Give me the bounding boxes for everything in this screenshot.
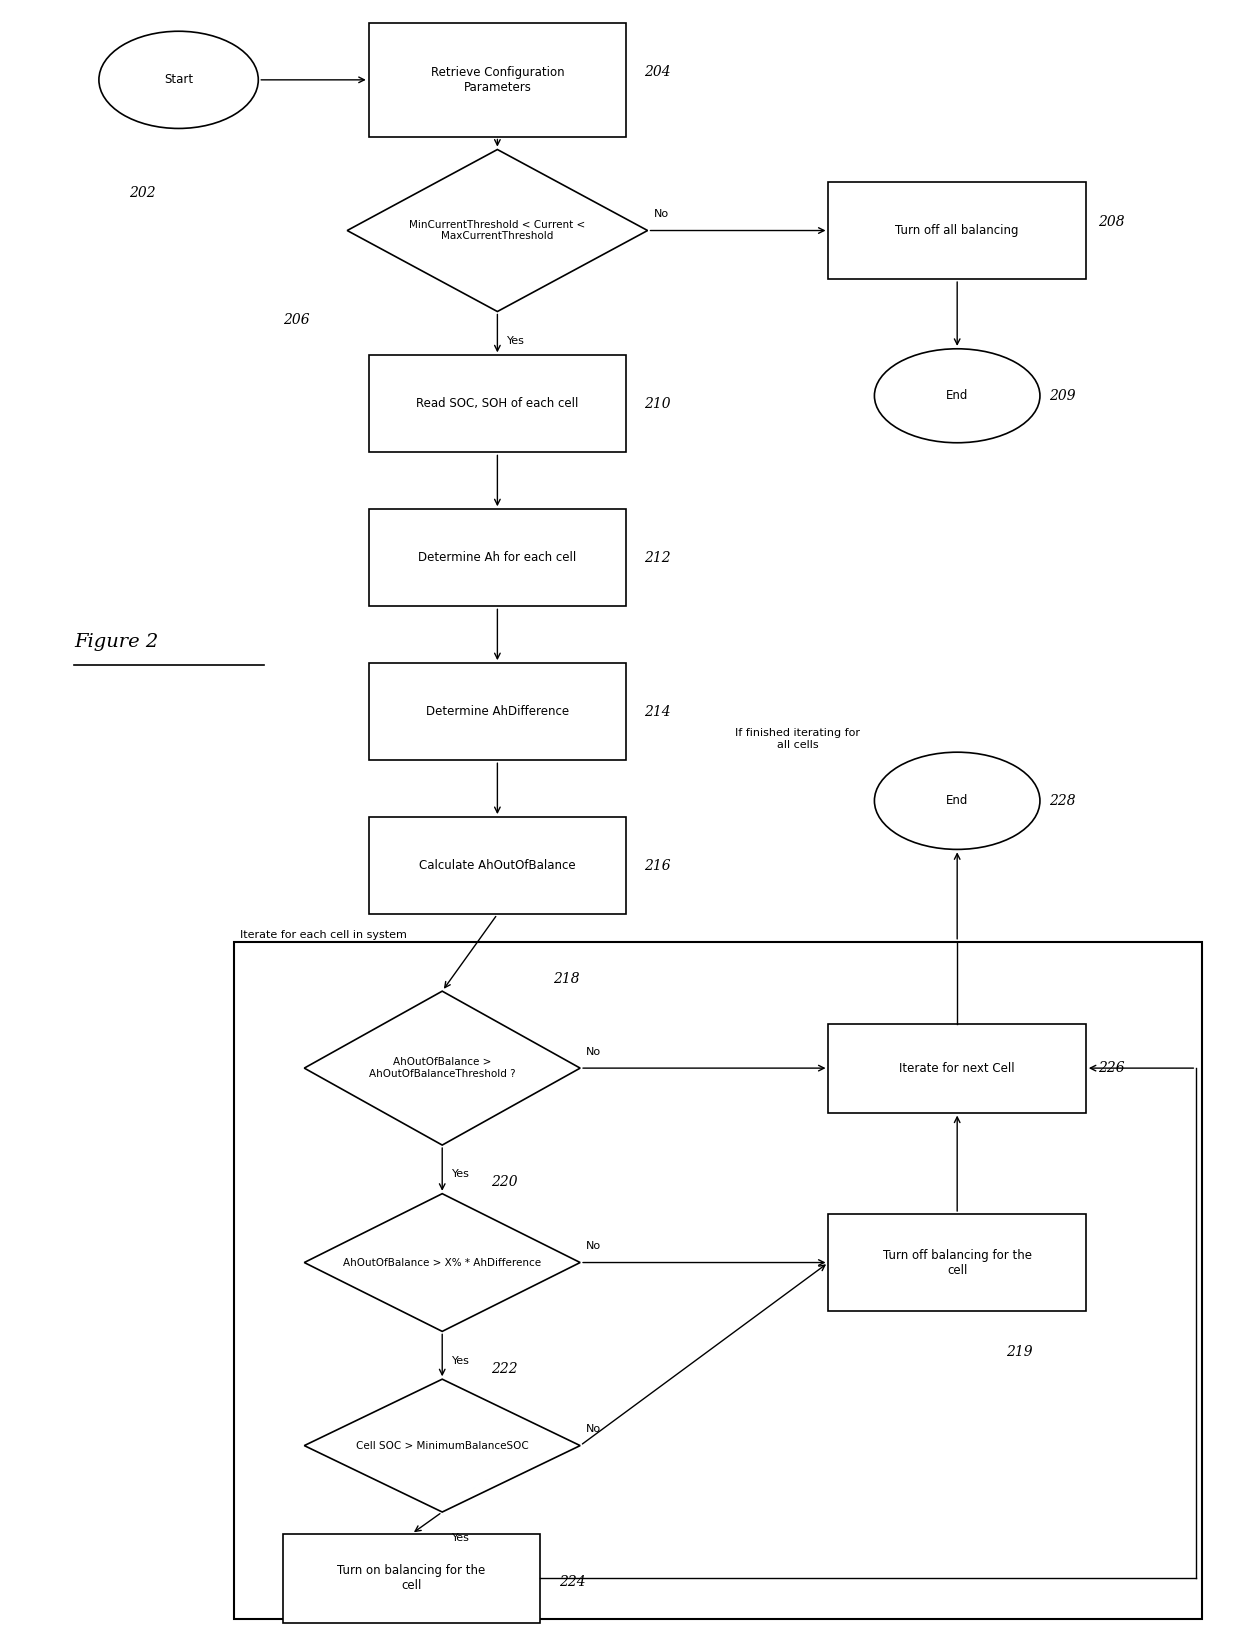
Text: Read SOC, SOH of each cell: Read SOC, SOH of each cell (417, 397, 579, 410)
Bar (234, 941, 1203, 1619)
Text: Retrieve Configuration
Parameters: Retrieve Configuration Parameters (430, 65, 564, 93)
Bar (828, 1214, 1086, 1310)
Text: 202: 202 (129, 186, 156, 201)
Bar (828, 181, 1086, 279)
Text: AhOutOfBalance >
AhOutOfBalanceThreshold ?: AhOutOfBalance > AhOutOfBalanceThreshold… (370, 1057, 516, 1078)
Text: 216: 216 (645, 858, 671, 873)
Ellipse shape (99, 31, 258, 129)
Bar (368, 817, 626, 913)
Text: Iterate for next Cell: Iterate for next Cell (899, 1062, 1016, 1075)
Text: Turn on balancing for the
cell: Turn on balancing for the cell (337, 1564, 486, 1593)
Text: 219: 219 (1006, 1345, 1033, 1358)
Text: Determine AhDifference: Determine AhDifference (425, 706, 569, 719)
Text: Turn off all balancing: Turn off all balancing (895, 224, 1019, 237)
Text: 209: 209 (1049, 389, 1076, 402)
Text: 222: 222 (491, 1363, 518, 1376)
Text: No: No (587, 1242, 601, 1252)
Text: Yes: Yes (507, 335, 525, 346)
Text: 224: 224 (559, 1575, 585, 1588)
Text: 210: 210 (645, 397, 671, 410)
Text: No: No (587, 1047, 601, 1057)
Text: 220: 220 (491, 1175, 518, 1188)
Text: If finished iterating for
all cells: If finished iterating for all cells (735, 729, 861, 750)
Ellipse shape (874, 752, 1040, 850)
Bar (283, 1534, 541, 1623)
Text: 228: 228 (1049, 794, 1076, 807)
Text: 214: 214 (645, 704, 671, 719)
Text: End: End (946, 389, 968, 402)
Text: MinCurrentThreshold < Current <
MaxCurrentThreshold: MinCurrentThreshold < Current < MaxCurre… (409, 219, 585, 242)
Text: End: End (946, 794, 968, 807)
Text: No: No (653, 209, 668, 219)
Text: Yes: Yes (453, 1170, 470, 1180)
Bar (828, 1023, 1086, 1113)
Text: 204: 204 (645, 65, 671, 78)
Text: Cell SOC > MinimumBalanceSOC: Cell SOC > MinimumBalanceSOC (356, 1441, 528, 1451)
Text: 226: 226 (1099, 1060, 1125, 1075)
Text: No: No (587, 1425, 601, 1435)
Bar (368, 355, 626, 453)
Text: Yes: Yes (453, 1533, 470, 1542)
Text: AhOutOfBalance > X% * AhDifference: AhOutOfBalance > X% * AhDifference (343, 1258, 542, 1268)
Text: Determine Ah for each cell: Determine Ah for each cell (418, 551, 577, 564)
Text: 208: 208 (1099, 216, 1125, 229)
Bar (368, 663, 626, 760)
Text: Start: Start (164, 74, 193, 87)
Text: 206: 206 (283, 312, 310, 327)
Polygon shape (304, 992, 580, 1145)
Text: Iterate for each cell in system: Iterate for each cell in system (239, 930, 407, 940)
Bar (368, 23, 626, 137)
Text: 218: 218 (553, 972, 579, 985)
Bar (368, 510, 626, 606)
Polygon shape (347, 150, 647, 312)
Polygon shape (304, 1379, 580, 1511)
Polygon shape (304, 1194, 580, 1332)
Text: Figure 2: Figure 2 (74, 632, 159, 650)
Text: Yes: Yes (453, 1356, 470, 1366)
Text: 212: 212 (645, 551, 671, 565)
Text: Calculate AhOutOfBalance: Calculate AhOutOfBalance (419, 859, 575, 873)
Text: Turn off balancing for the
cell: Turn off balancing for the cell (883, 1248, 1032, 1276)
Ellipse shape (874, 348, 1040, 443)
